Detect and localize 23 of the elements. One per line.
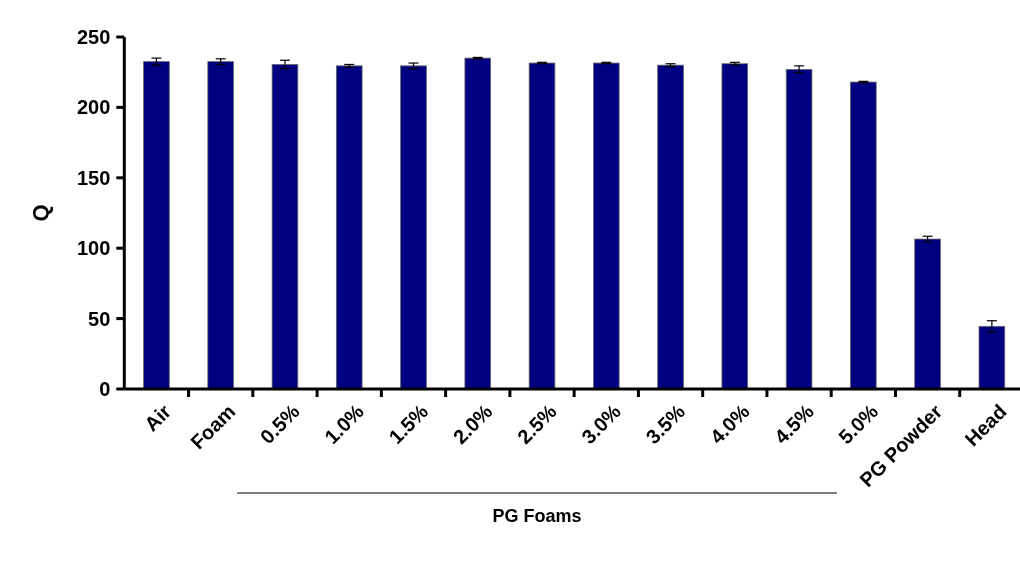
bar <box>271 64 299 390</box>
bar <box>207 61 234 390</box>
y-tick-label: 50 <box>88 307 111 330</box>
y-tick-label: 200 <box>76 96 111 119</box>
y-tick-label: 150 <box>76 166 111 189</box>
y-tick-label: 250 <box>76 26 111 48</box>
bar <box>657 64 684 390</box>
bar <box>335 65 363 390</box>
bar <box>464 57 492 390</box>
text: PG Foams <box>492 506 582 526</box>
bar <box>400 65 427 390</box>
y-axis-title: Q <box>27 204 53 222</box>
bar <box>785 68 813 390</box>
bar <box>914 238 941 390</box>
bar <box>850 81 877 390</box>
bar <box>721 63 749 390</box>
bar <box>978 325 1006 390</box>
x-tick-label: Air <box>139 400 176 436</box>
bar <box>593 62 620 390</box>
bar <box>143 61 170 390</box>
y-tick-label: 100 <box>76 237 111 260</box>
bar <box>528 62 556 390</box>
y-tick-label: 0 <box>99 378 111 400</box>
